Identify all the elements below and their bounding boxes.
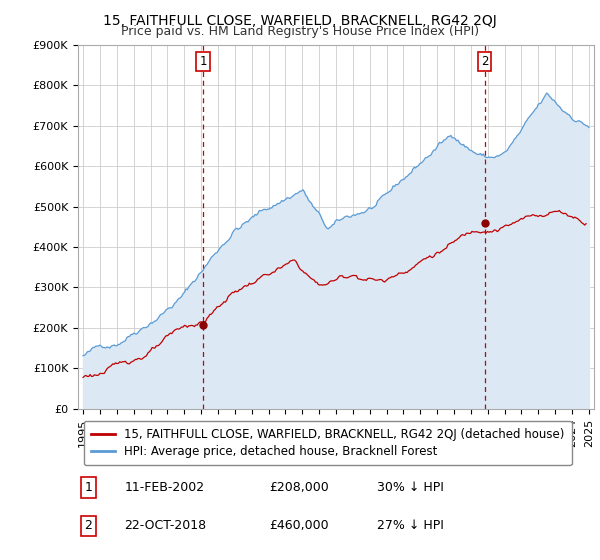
Legend: 15, FAITHFULL CLOSE, WARFIELD, BRACKNELL, RG42 2QJ (detached house), HPI: Averag: 15, FAITHFULL CLOSE, WARFIELD, BRACKNELL… (84, 421, 571, 465)
Text: 2: 2 (481, 55, 488, 68)
Text: 22-OCT-2018: 22-OCT-2018 (124, 519, 206, 533)
Text: 1: 1 (85, 481, 92, 494)
Text: 2: 2 (85, 519, 92, 533)
Text: Price paid vs. HM Land Registry's House Price Index (HPI): Price paid vs. HM Land Registry's House … (121, 25, 479, 38)
Text: 1: 1 (199, 55, 207, 68)
Text: 27% ↓ HPI: 27% ↓ HPI (377, 519, 444, 533)
Text: £208,000: £208,000 (269, 481, 329, 494)
Text: 11-FEB-2002: 11-FEB-2002 (124, 481, 205, 494)
Text: £460,000: £460,000 (269, 519, 329, 533)
Text: 15, FAITHFULL CLOSE, WARFIELD, BRACKNELL, RG42 2QJ: 15, FAITHFULL CLOSE, WARFIELD, BRACKNELL… (103, 14, 497, 28)
Text: 30% ↓ HPI: 30% ↓ HPI (377, 481, 444, 494)
